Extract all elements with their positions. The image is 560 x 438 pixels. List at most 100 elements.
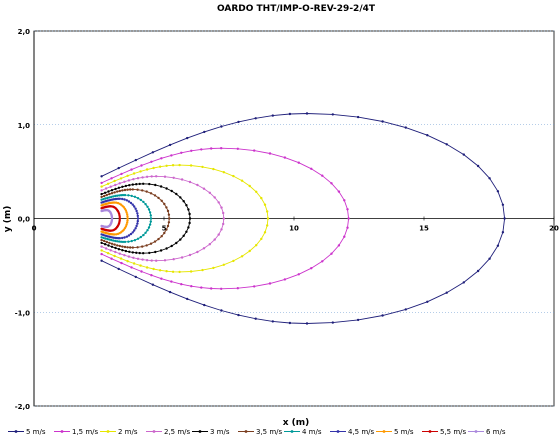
data-point (254, 117, 257, 120)
data-point (100, 189, 103, 192)
legend-item: 6 m/s (468, 428, 506, 436)
y-tick-label: 0,0 (18, 216, 31, 224)
data-point (114, 183, 117, 187)
data-point (170, 189, 173, 193)
data-point (104, 187, 108, 190)
data-point (113, 243, 116, 246)
data-point (131, 183, 134, 186)
data-point (142, 182, 145, 185)
data-point (100, 230, 103, 233)
data-point (426, 134, 429, 137)
series-8 (100, 201, 129, 236)
data-point (148, 182, 151, 186)
data-point (121, 236, 124, 240)
legend-marker (244, 430, 248, 433)
data-point (126, 217, 129, 220)
data-point (190, 149, 193, 152)
data-point (135, 209, 138, 213)
data-point (310, 167, 313, 170)
data-point (110, 195, 113, 199)
legend-label: 1,5 m/s (72, 428, 99, 436)
data-point (232, 259, 235, 263)
data-point (260, 196, 263, 200)
data-point (210, 287, 213, 290)
data-point (120, 172, 123, 176)
data-point (108, 192, 111, 196)
data-point (168, 217, 171, 220)
y-tick-label: 1,0 (18, 122, 31, 130)
data-point (172, 176, 175, 179)
data-point (186, 297, 189, 301)
data-point (152, 267, 155, 271)
data-point (146, 205, 149, 208)
data-point (187, 226, 190, 229)
series-5 (100, 188, 171, 249)
data-point (337, 190, 341, 193)
data-point (381, 120, 384, 123)
data-point (115, 233, 118, 236)
legend-marker (336, 430, 340, 433)
data-point (321, 174, 324, 177)
data-point (130, 239, 133, 243)
data-point (141, 245, 144, 248)
data-point (165, 187, 168, 190)
tick-labels: 0 5 10 15 20 2,0 1,0 0,0 -1,0 -2,0 (15, 28, 559, 411)
data-point (100, 185, 103, 188)
data-point (109, 249, 112, 252)
legend-marker (106, 430, 110, 433)
data-point (503, 217, 506, 220)
data-point (186, 136, 189, 140)
data-point (150, 160, 153, 163)
data-point (135, 251, 138, 254)
data-point (426, 300, 429, 303)
data-point (100, 259, 103, 262)
data-point (108, 241, 111, 245)
data-point (127, 240, 130, 243)
data-point (330, 182, 333, 185)
legend-label: 5,5 m/s (440, 428, 467, 436)
data-point (127, 255, 131, 258)
data-point (133, 195, 137, 198)
data-point (123, 198, 126, 201)
data-point (144, 231, 147, 234)
data-point (130, 266, 133, 269)
data-point (203, 303, 206, 307)
data-point (222, 171, 225, 174)
legend-item: 5 m/s (376, 428, 414, 436)
data-point (116, 240, 119, 243)
data-point (501, 203, 505, 206)
data-point (104, 247, 108, 250)
data-point (145, 244, 148, 247)
data-point (136, 222, 139, 225)
data-point (107, 244, 110, 247)
legend-item: 5,5 m/s (422, 428, 467, 436)
data-point (220, 147, 223, 150)
data-point (120, 261, 123, 265)
data-point (283, 156, 287, 159)
data-point (196, 183, 199, 187)
data-point (129, 232, 133, 236)
data-point (165, 206, 168, 209)
data-point (126, 174, 129, 177)
data-point (180, 283, 183, 286)
data-point (118, 197, 122, 200)
data-point (128, 184, 131, 187)
data-point (141, 176, 144, 179)
data-point (232, 174, 235, 178)
data-point (125, 235, 128, 238)
data-point (171, 164, 175, 167)
legend-label: 2,5 m/s (164, 428, 191, 436)
data-point (182, 234, 185, 237)
data-point (125, 211, 128, 214)
data-point (147, 208, 151, 211)
data-point (160, 277, 163, 280)
legend-label: 4,5 m/s (348, 428, 375, 436)
data-point (121, 240, 125, 244)
data-point (222, 217, 225, 220)
data-point (110, 192, 114, 195)
data-point (100, 227, 103, 230)
data-point (236, 147, 239, 150)
data-point (130, 194, 133, 198)
